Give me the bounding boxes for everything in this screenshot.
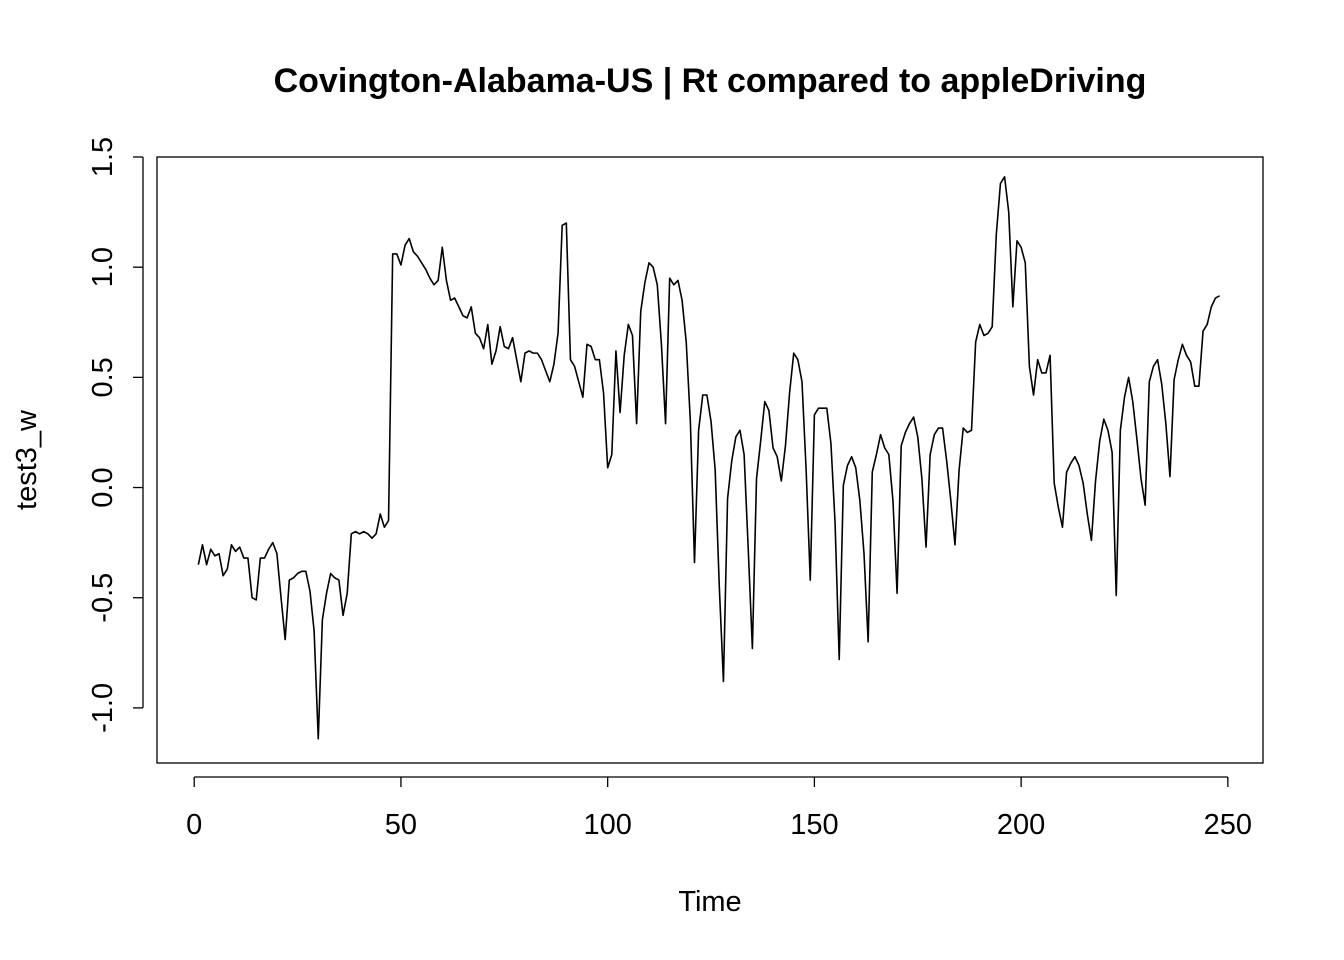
plot-area-frame: [156, 156, 1264, 764]
y-tick-label: -1.0: [87, 683, 119, 733]
x-axis-label: Time: [678, 886, 741, 918]
y-tick-label: 0.0: [87, 467, 119, 507]
y-axis: -1.0 -0.5 0.0 0.5 1.0 1.5: [87, 137, 144, 733]
x-tick-label: 100: [583, 809, 631, 841]
y-tick-label: -0.5: [87, 573, 119, 623]
x-tick-label: 0: [186, 809, 202, 841]
y-tick-label: 1.0: [87, 247, 119, 287]
x-tick-label: 250: [1204, 809, 1252, 841]
x-tick-label: 50: [385, 809, 417, 841]
y-tick-label: 1.5: [87, 137, 119, 177]
y-axis-label: test3_w: [11, 409, 43, 510]
x-tick-label: 150: [790, 809, 838, 841]
x-tick-label: 200: [997, 809, 1045, 841]
chart-title: Covington-Alabama-US | Rt compared to ap…: [274, 62, 1147, 100]
x-axis: 0 50 100 150 200 250: [186, 776, 1252, 841]
series-line: [197, 176, 1220, 740]
y-tick-label: 0.5: [87, 357, 119, 397]
